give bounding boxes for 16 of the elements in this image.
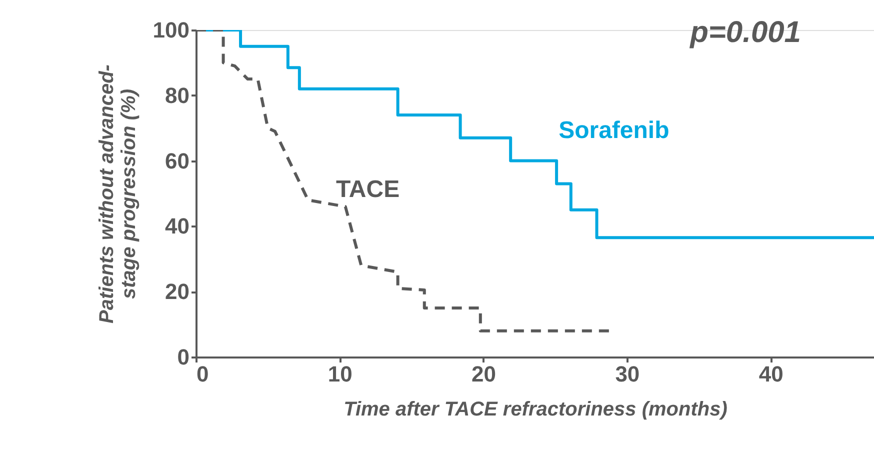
series-label: Sorafenib [558,116,670,144]
y-tick-label: 60 [165,148,190,174]
y-tick-label: 40 [165,214,190,239]
x-tick-label: 0 [196,362,209,386]
y-tick-label: 100 [152,18,190,42]
y-tick-label: 80 [165,82,190,108]
x-tick-label: 20 [472,362,496,386]
x-tick-label: 30 [615,362,640,386]
x-axis-title: Time after TACE refractoriness (months) [344,398,728,420]
y-tick-label: 20 [165,279,190,304]
x-tick-label: 10 [328,362,352,386]
y-tick-label: 0 [177,344,190,370]
y-axis-title: Patients without advanced-stage progression (%) [96,64,140,324]
x-tick-label: 40 [758,362,784,386]
annotation: p=0.001 [689,16,801,49]
series-label: TACE [336,176,400,204]
